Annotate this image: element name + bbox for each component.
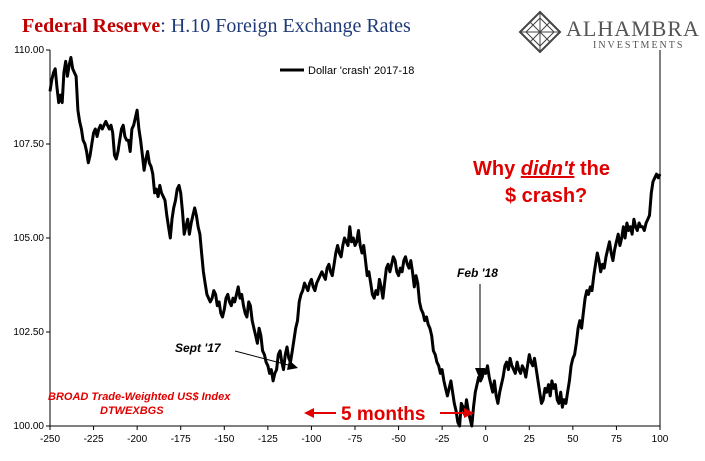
x-tick-label: 0 <box>483 434 489 445</box>
y-tick-group: 100.00 102.50 105.00 107.50 110.00 <box>13 45 50 432</box>
x-tick-label: 75 <box>611 434 623 445</box>
x-tick-label: 100 <box>652 434 669 445</box>
x-tick-label: -100 <box>301 434 321 445</box>
five-months-label: 5 months <box>341 404 425 425</box>
x-tick-label: -225 <box>84 434 104 445</box>
x-tick-label: 50 <box>567 434 579 445</box>
source-line2: DTWEXBGS <box>100 405 164 417</box>
x-tick-label: -200 <box>127 434 147 445</box>
x-tick-label: -175 <box>171 434 191 445</box>
diamond-logo-icon <box>518 10 562 54</box>
alhambra-logo: ALHAMBRA INVESTMENTS <box>518 10 700 54</box>
question-part2: the <box>574 158 610 180</box>
question-emphasis: didn't <box>521 158 576 180</box>
feb-annotation: Feb '18 <box>457 266 498 280</box>
sept-arrow <box>234 350 293 367</box>
x-tick-label: -75 <box>348 434 363 445</box>
source-line1: BROAD Trade-Weighted US$ Index <box>48 391 231 403</box>
feb-arrowhead <box>475 368 485 380</box>
x-tick-label: -125 <box>258 434 278 445</box>
logo-sub: INVESTMENTS <box>593 40 684 51</box>
y-tick-label: 107.50 <box>13 139 44 150</box>
question-annotation-line2: $ crash? <box>505 185 587 207</box>
title-prefix: Federal Reserve <box>22 15 160 37</box>
question-part1: Why <box>473 158 521 180</box>
plot-area <box>49 50 661 427</box>
logo-name: ALHAMBRA <box>566 16 700 41</box>
y-tick-label: 110.00 <box>14 45 44 56</box>
y-tick-label: 105.00 <box>13 233 44 244</box>
y-tick-label: 102.50 <box>13 327 44 338</box>
legend: Dollar 'crash' 2017-18 <box>280 65 414 77</box>
span-left-arrowhead <box>304 408 314 418</box>
y-tick-label: 100.00 <box>13 421 44 432</box>
question-annotation: Why didn't the <box>473 158 610 180</box>
x-tick-label: -250 <box>40 434 60 445</box>
x-tick-label: 25 <box>524 434 536 445</box>
title-rest: : H.10 Foreign Exchange Rates <box>160 15 411 37</box>
chart-title: Federal Reserve: H.10 Foreign Exchange R… <box>22 15 411 37</box>
sept-arrowhead <box>287 360 298 370</box>
five-months-span: 5 months <box>304 404 474 425</box>
sept-annotation: Sept '17 <box>175 341 222 355</box>
x-tick-group: -250 -225 -200 -175 -150 -125 -100 -75 -50 -25 0 25… <box>40 426 669 445</box>
x-tick-label: -25 <box>435 434 450 445</box>
series-line-dollar-crash <box>48 56 662 428</box>
x-tick-label: -50 <box>391 434 406 445</box>
legend-label: Dollar 'crash' 2017-18 <box>308 65 414 77</box>
x-tick-label: -150 <box>214 434 234 445</box>
span-right-arrowhead <box>464 408 474 418</box>
